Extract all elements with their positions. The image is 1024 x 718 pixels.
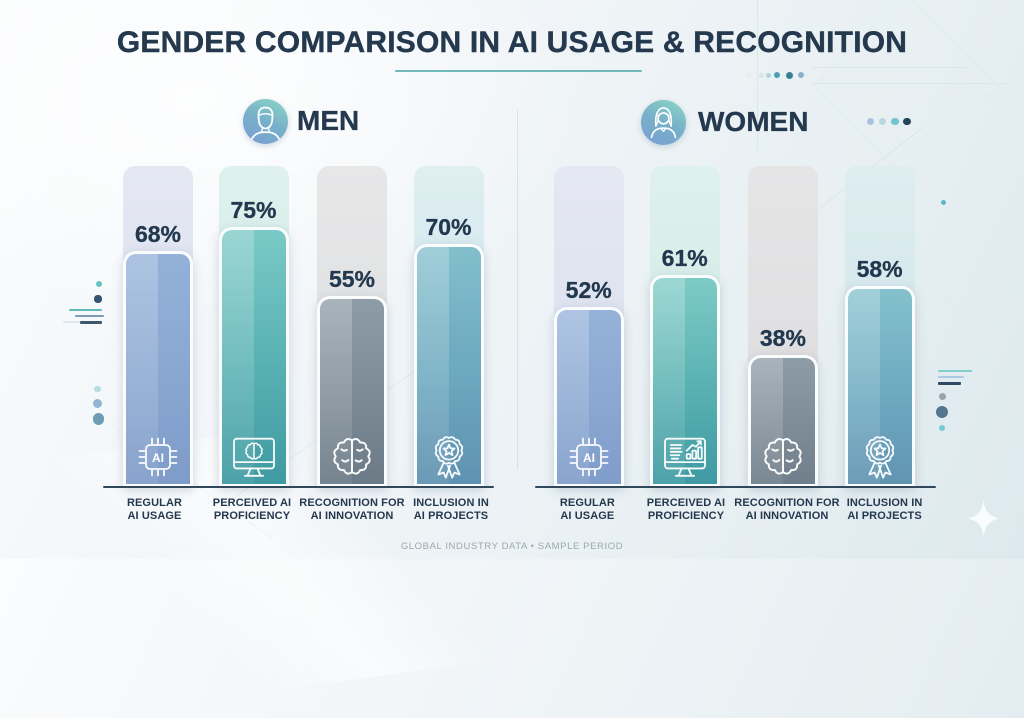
svg-text:AI: AI <box>583 451 595 465</box>
svg-text:AI: AI <box>152 451 164 465</box>
